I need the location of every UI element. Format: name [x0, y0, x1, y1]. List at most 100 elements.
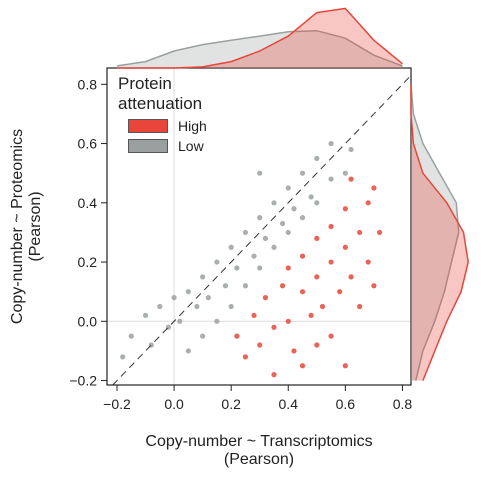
legend-swatch — [128, 119, 168, 133]
legend-label: Low — [178, 138, 204, 154]
point — [342, 244, 348, 250]
point — [314, 274, 320, 280]
point — [285, 265, 291, 271]
point — [348, 176, 354, 182]
point — [177, 318, 183, 324]
point — [157, 303, 163, 310]
point — [257, 215, 263, 221]
point — [314, 342, 320, 348]
point — [271, 244, 277, 250]
density-line — [410, 84, 469, 381]
point — [257, 342, 263, 348]
point — [262, 295, 269, 301]
point — [171, 295, 177, 301]
point — [365, 200, 371, 206]
point — [214, 318, 220, 324]
x-tick-label: 0.6 — [336, 396, 356, 412]
point — [142, 312, 149, 318]
point — [222, 283, 229, 289]
density-line — [117, 7, 403, 69]
density-area — [411, 84, 469, 381]
point — [200, 333, 206, 339]
point — [308, 194, 314, 200]
plot-frame — [106, 67, 412, 386]
x-axis-label: Copy-number ~ Transcriptomics — [145, 433, 372, 450]
point — [279, 283, 286, 289]
legend-swatch — [128, 139, 168, 153]
point — [314, 155, 320, 161]
point — [120, 354, 126, 360]
y-tick-label: 0.8 — [78, 76, 98, 92]
point — [377, 229, 383, 236]
point — [328, 176, 334, 182]
point — [271, 200, 277, 206]
point — [251, 312, 257, 318]
density-line — [410, 84, 460, 381]
legend-item: Low — [118, 138, 238, 154]
point — [291, 206, 297, 212]
y-axis-label: Copy-number ~ Proteomics — [9, 129, 26, 324]
y-tick-label: −0.2 — [69, 373, 97, 389]
point — [328, 223, 334, 230]
point — [242, 229, 249, 236]
point — [285, 229, 291, 236]
point — [371, 283, 377, 289]
point — [285, 318, 291, 324]
point — [337, 289, 343, 295]
point — [271, 372, 277, 378]
y-tick-label: 0.4 — [78, 195, 98, 211]
point — [200, 274, 206, 280]
x-tick-label: 0.0 — [164, 396, 184, 412]
point — [205, 295, 211, 301]
legend-label: High — [178, 118, 207, 134]
point — [348, 146, 354, 153]
point — [194, 303, 200, 310]
point — [251, 253, 257, 259]
y-axis-label: (Pearson) — [27, 191, 44, 261]
y-tick-label: 0.2 — [78, 254, 98, 270]
legend-title: Protein attenuation — [118, 74, 203, 113]
point — [319, 303, 326, 310]
point — [342, 363, 348, 369]
point — [308, 312, 314, 318]
y-tick-label: 0.6 — [78, 136, 98, 152]
point — [291, 348, 297, 354]
point — [271, 324, 277, 330]
point — [262, 235, 269, 241]
point — [285, 185, 291, 191]
point — [214, 259, 220, 265]
x-tick-label: 0.4 — [279, 396, 299, 412]
x-tick-label: 0.2 — [221, 396, 241, 412]
point — [228, 244, 234, 250]
point — [371, 185, 377, 191]
legend-item: High — [118, 118, 238, 134]
point — [357, 229, 363, 236]
density-area — [411, 84, 459, 381]
point — [279, 220, 286, 227]
point — [365, 259, 371, 265]
point — [328, 333, 334, 339]
point — [342, 206, 348, 212]
density-area — [116, 30, 403, 68]
density-area — [116, 8, 403, 68]
point — [242, 354, 249, 360]
point — [128, 333, 134, 339]
point — [299, 253, 306, 259]
density-line — [116, 29, 403, 67]
point — [299, 289, 306, 295]
point — [242, 283, 249, 289]
point — [257, 170, 263, 176]
y-tick-label: 0.0 — [78, 313, 98, 329]
point — [342, 170, 348, 176]
point — [299, 170, 306, 176]
point — [314, 235, 320, 241]
x-axis-label: (Pearson) — [224, 451, 294, 468]
point — [185, 348, 191, 354]
point — [234, 265, 240, 271]
point — [228, 303, 234, 310]
point — [348, 274, 354, 280]
point — [328, 259, 334, 265]
point — [328, 140, 334, 147]
